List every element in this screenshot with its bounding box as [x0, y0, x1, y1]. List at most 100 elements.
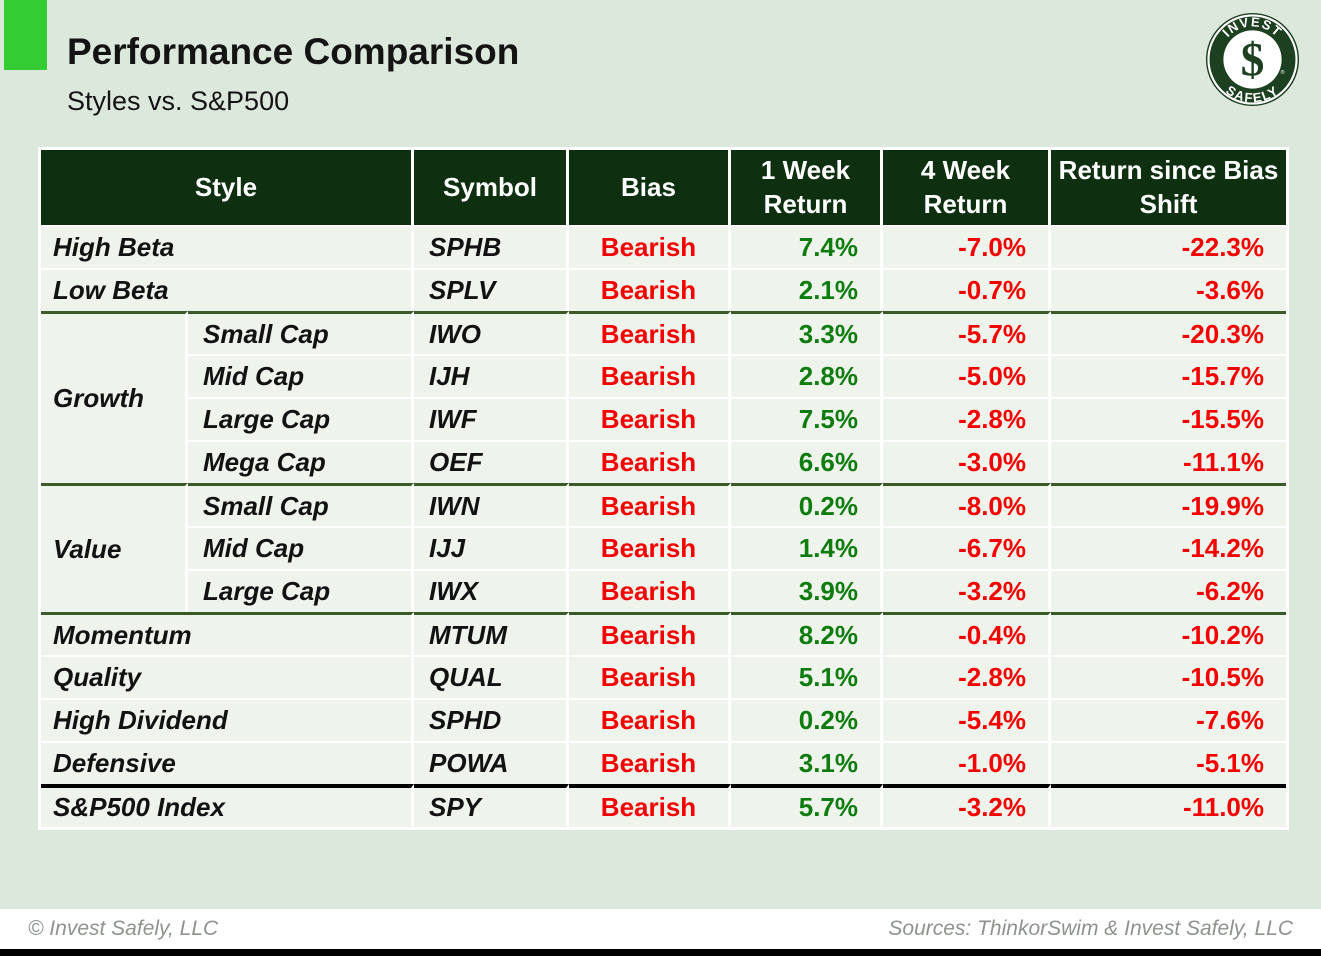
week1-return-cell: 2.8% [731, 354, 883, 397]
symbol-cell: IWX [414, 569, 569, 612]
week4-return-cell: -0.4% [883, 612, 1051, 655]
bias-cell: Bearish [569, 483, 731, 526]
style-cell: High Beta [41, 225, 414, 268]
table-body: High Beta SPHB Bearish 7.4% -7.0% -22.3% Low B… [41, 225, 1286, 827]
symbol-cell: IWO [414, 311, 569, 354]
symbol-cell: POWA [414, 741, 569, 784]
table-row: Large Cap IWF Bearish 7.5% -2.8% -15.5% [41, 397, 1286, 440]
accent-square [4, 0, 47, 70]
week1-return-cell: 7.5% [731, 397, 883, 440]
style-sub-cell: Small Cap [188, 483, 414, 526]
bias-cell: Bearish [569, 311, 731, 354]
bias-cell: Bearish [569, 784, 731, 827]
return-since-shift-cell: -19.9% [1051, 483, 1286, 526]
bias-cell: Bearish [569, 741, 731, 784]
table-row: Mid Cap IJJ Bearish 1.4% -6.7% -14.2% [41, 526, 1286, 569]
style-cell: Defensive [41, 741, 414, 784]
logo-dollar-monogram: $ [1241, 35, 1265, 87]
bias-cell: Bearish [569, 268, 731, 311]
table-row: Mid Cap IJH Bearish 2.8% -5.0% -15.7% [41, 354, 1286, 397]
style-sub-cell: Large Cap [188, 397, 414, 440]
column-header-return-since-shift: Return since Bias Shift [1051, 150, 1286, 225]
week4-return-cell: -0.7% [883, 268, 1051, 311]
symbol-cell: SPLV [414, 268, 569, 311]
style-cell: Quality [41, 655, 414, 698]
style-cell: S&P500 Index [41, 784, 414, 827]
table-row: High Beta SPHB Bearish 7.4% -7.0% -22.3% [41, 225, 1286, 268]
logo-white-ring [1207, 14, 1298, 105]
table-row: Value Small Cap IWN Bearish 0.2% -8.0% -19.9% [41, 483, 1286, 612]
return-since-shift-cell: -10.2% [1051, 612, 1286, 655]
table-row: Mega Cap OEF Bearish 6.6% -3.0% -11.1% [41, 440, 1286, 483]
week1-return-cell: 3.9% [731, 569, 883, 612]
return-since-shift-cell: -14.2% [1051, 526, 1286, 569]
return-since-shift-cell: -3.6% [1051, 268, 1286, 311]
return-since-shift-cell: -20.3% [1051, 311, 1286, 354]
invest-safely-logo: INVEST SAFELY $ ® [1205, 12, 1300, 107]
week4-return-cell: -6.7% [883, 526, 1051, 569]
table-row: Growth Small Cap IWO Bearish 3.3% -5.7% -20.3% [41, 311, 1286, 483]
bias-cell: Bearish [569, 569, 731, 612]
week1-return-cell: 3.3% [731, 311, 883, 354]
week4-return-cell: -5.4% [883, 698, 1051, 741]
bias-cell: Bearish [569, 612, 731, 655]
week1-return-cell: 7.4% [731, 225, 883, 268]
week4-return-cell: -3.0% [883, 440, 1051, 483]
week4-return-cell: -5.7% [883, 311, 1051, 354]
style-group-cell: Growth [41, 311, 188, 483]
table-row: Defensive POWA Bearish 3.1% -1.0% -5.1% [41, 741, 1286, 784]
symbol-cell: IWN [414, 483, 569, 526]
table-row: Low Beta SPLV Bearish 2.1% -0.7% -3.6% [41, 268, 1286, 311]
bias-cell: Bearish [569, 440, 731, 483]
style-sub-cell: Mega Cap [188, 440, 414, 483]
week4-return-cell: -3.2% [883, 569, 1051, 612]
symbol-cell: IJH [414, 354, 569, 397]
symbol-cell: SPY [414, 784, 569, 827]
return-since-shift-cell: -11.0% [1051, 784, 1286, 827]
logo-text-safely: SAFELY [1223, 82, 1280, 105]
return-since-shift-cell: -11.1% [1051, 440, 1286, 483]
week1-return-cell: 0.2% [731, 483, 883, 526]
style-sub-cell: Large Cap [188, 569, 414, 612]
bias-cell: Bearish [569, 354, 731, 397]
bottom-black-bar [0, 949, 1321, 956]
week4-return-cell: -3.2% [883, 784, 1051, 827]
table-row: Momentum MTUM Bearish 8.2% -0.4% -10.2% [41, 612, 1286, 655]
week1-return-cell: 1.4% [731, 526, 883, 569]
week1-return-cell: 6.6% [731, 440, 883, 483]
style-cell: Momentum [41, 612, 414, 655]
symbol-cell: QUAL [414, 655, 569, 698]
bias-cell: Bearish [569, 698, 731, 741]
week1-return-cell: 0.2% [731, 698, 883, 741]
table-row: S&P500 Index SPY Bearish 5.7% -3.2% -11.0% [41, 784, 1286, 827]
style-sub-cell: Small Cap [188, 311, 414, 354]
symbol-cell: OEF [414, 440, 569, 483]
week4-return-cell: -2.8% [883, 397, 1051, 440]
week4-return-cell: -1.0% [883, 741, 1051, 784]
logo-inner-circle [1223, 30, 1282, 89]
week1-return-cell: 2.1% [731, 268, 883, 311]
week1-return-cell: 8.2% [731, 612, 883, 655]
table-row: Quality QUAL Bearish 5.1% -2.8% -10.5% [41, 655, 1286, 698]
header-row: Style Symbol Bias 1 Week Return 4 Week R… [41, 150, 1286, 225]
week4-return-cell: -7.0% [883, 225, 1051, 268]
week1-return-cell: 3.1% [731, 741, 883, 784]
logo-registered-mark: ® [1281, 69, 1285, 76]
svg-text:SAFELY: SAFELY [1223, 82, 1281, 105]
week4-return-cell: -8.0% [883, 483, 1051, 526]
column-header-1-week-return: 1 Week Return [731, 150, 883, 225]
style-sub-cell: Mid Cap [188, 526, 414, 569]
style-sub-cell: Mid Cap [188, 354, 414, 397]
symbol-cell: SPHD [414, 698, 569, 741]
page-title: Performance Comparison [67, 31, 520, 72]
return-since-shift-cell: -5.1% [1051, 741, 1286, 784]
symbol-cell: IJJ [414, 526, 569, 569]
table-row: High Dividend SPHD Bearish 0.2% -5.4% -7.6% [41, 698, 1286, 741]
style-group-cell: Value [41, 483, 188, 612]
week4-return-cell: -2.8% [883, 655, 1051, 698]
week1-return-cell: 5.1% [731, 655, 883, 698]
bias-cell: Bearish [569, 225, 731, 268]
column-header-bias: Bias [569, 150, 731, 225]
return-since-shift-cell: -15.5% [1051, 397, 1286, 440]
column-header-symbol: Symbol [414, 150, 569, 225]
